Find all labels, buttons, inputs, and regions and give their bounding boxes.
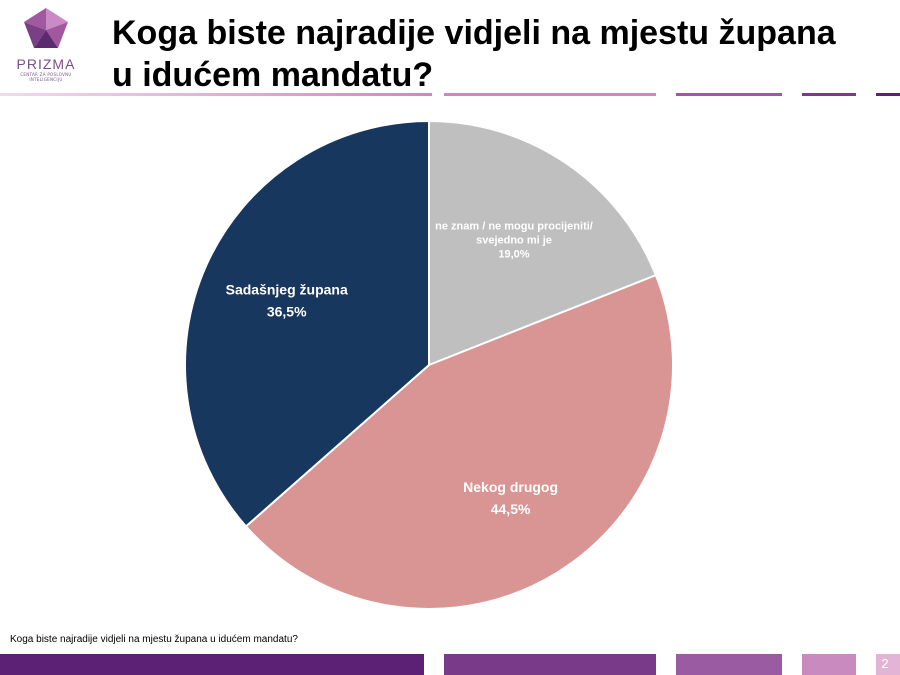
header-rule-4: [802, 93, 856, 96]
pie-value-label: 19,0%: [498, 249, 529, 261]
footer-bar-1: [0, 654, 424, 675]
prizma-logo-icon: [24, 8, 68, 48]
question-footnote: Koga biste najradije vidjeli na mjestu ž…: [10, 634, 298, 645]
slide-title: Koga biste najradije vidjeli na mjestu ž…: [112, 12, 872, 96]
header-rule-5: [876, 93, 900, 96]
pie-slice-sadasnjeg-zupana: [184, 119, 430, 528]
pie-value-label: 36,5%: [267, 304, 307, 320]
logo-wordmark: PRIZMA: [16, 56, 76, 72]
logo-facet-top-right: [46, 8, 68, 30]
prizma-logo: PRIZMA CENTAR ZA POSLOVNU INTELIGENCIJU: [6, 8, 86, 82]
pie-slice-ne-znam-ne-mogu-procijeniti: [428, 119, 658, 367]
pie-chart-svg: ne znam / ne mogu procijeniti/svejedno m…: [184, 119, 675, 611]
footer-bar-4: [802, 654, 856, 675]
logo-facet-top-left: [24, 8, 46, 30]
pie-category-label: Sadašnjeg župana: [226, 282, 348, 298]
footer-bar-2: [444, 654, 656, 675]
footer-bar-5: [876, 654, 900, 675]
pie-value-label: 44,5%: [491, 501, 531, 517]
pie-slice-nekog-drugog: [244, 273, 675, 611]
header-rule-2: [444, 93, 656, 96]
logo-facet-bottom: [34, 30, 58, 48]
logo-facet-right: [46, 22, 68, 48]
page-number: 2: [881, 656, 889, 671]
header-rule-3: [676, 93, 782, 96]
logo-facet-left: [24, 22, 46, 48]
slide-title-line-1: Koga biste najradije vidjeli na mjestu ž…: [112, 14, 836, 52]
pie-label-sadasnjeg-zupana: Sadašnjeg župana 36,5%: [226, 282, 348, 320]
header-rule-1: [0, 93, 432, 96]
pie-category-label: Nekog drugog: [463, 479, 558, 495]
pie-chart: ne znam / ne mogu procijeniti/svejedno m…: [0, 100, 900, 630]
pie-category-label: ne znam / ne mogu procijeniti/: [435, 221, 593, 233]
pie-label-nekog-drugog: Nekog drugog 44,5%: [463, 479, 558, 517]
footer-bar-3: [676, 654, 782, 675]
pie-category-label: svejedno mi je: [476, 235, 552, 247]
pie-label-ne-znam-ne-mogu-procijeniti: ne znam / ne mogu procijeniti/svejedno m…: [435, 221, 593, 261]
slide-title-line-2: u idućem mandatu?: [112, 56, 434, 94]
logo-tagline: CENTAR ZA POSLOVNU INTELIGENCIJU: [20, 72, 72, 82]
